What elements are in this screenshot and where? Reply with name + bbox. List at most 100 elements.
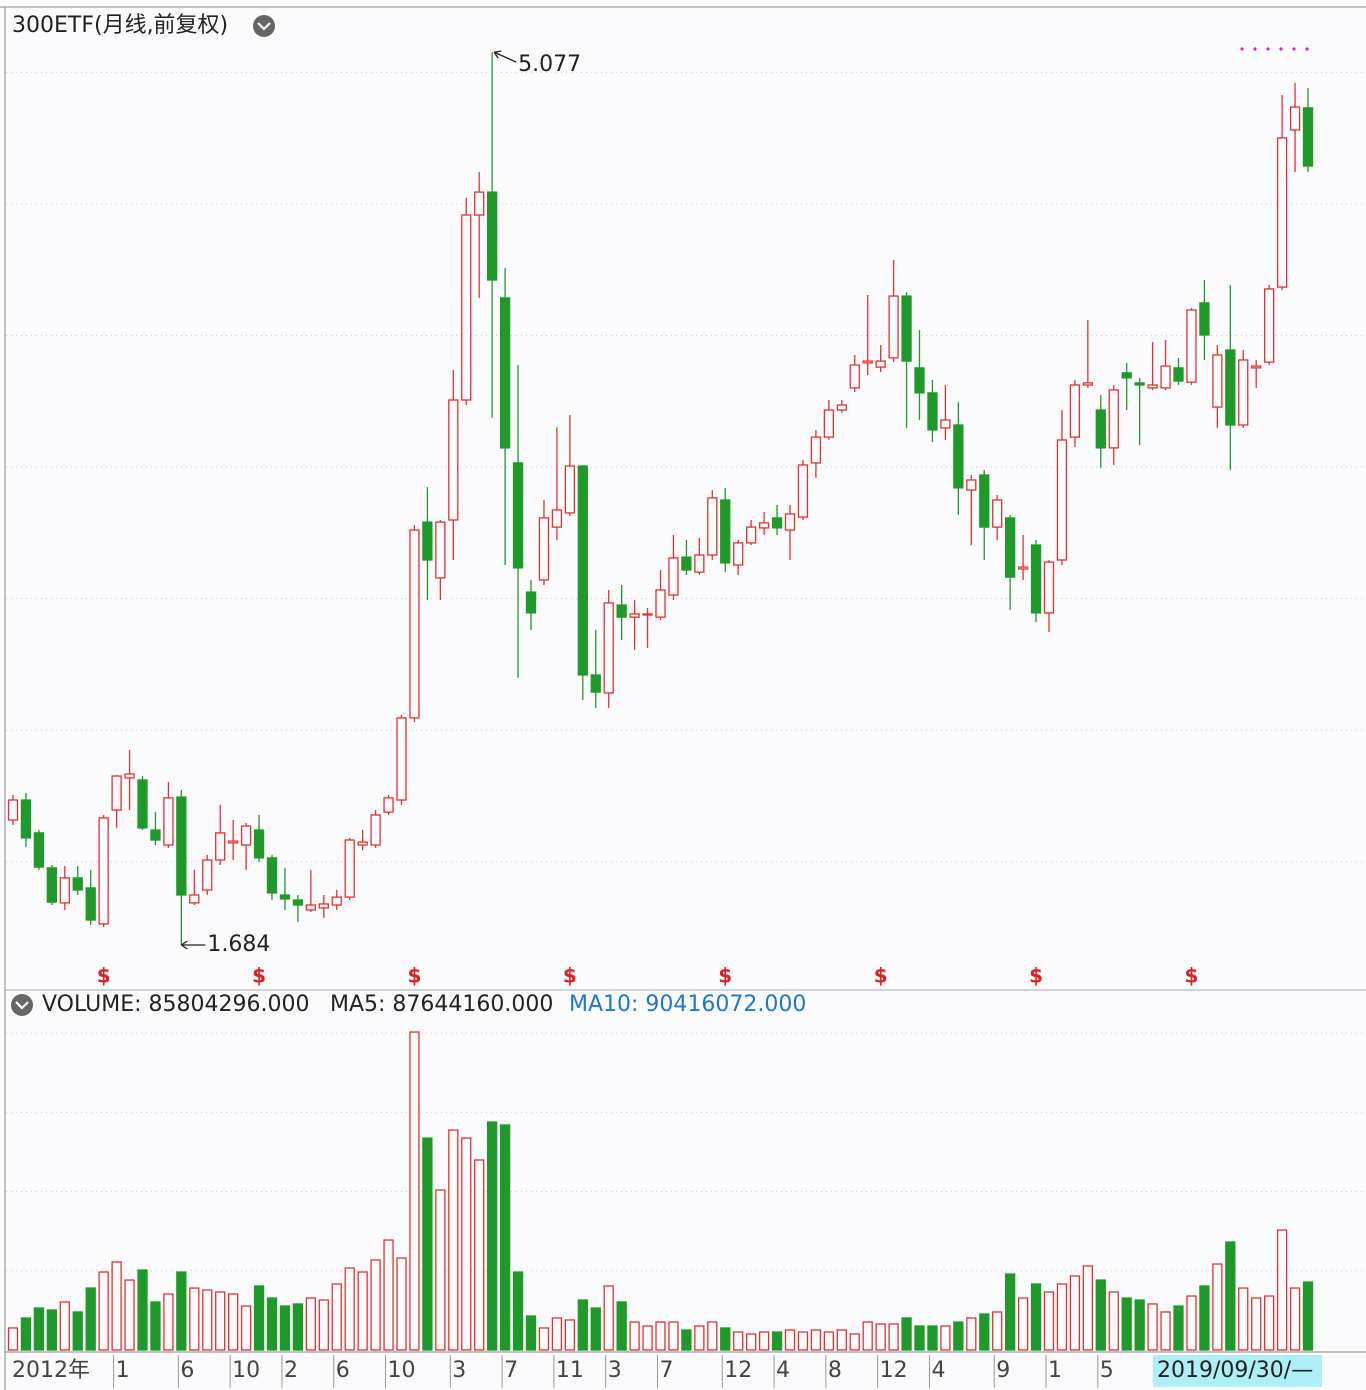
volume-bar xyxy=(1069,1275,1081,1351)
candle-body xyxy=(85,887,96,921)
volume-bar xyxy=(1238,1287,1249,1351)
candle-body xyxy=(318,903,329,909)
candle-body xyxy=(771,517,783,529)
volume-bar xyxy=(953,1321,964,1351)
volume-bar xyxy=(1134,1299,1145,1351)
dividend-marker: $ xyxy=(718,964,732,988)
x-tick-label: 10 xyxy=(232,1358,260,1383)
candle-body xyxy=(629,613,640,618)
candle-body xyxy=(1264,288,1275,363)
volume-bar xyxy=(525,1315,537,1351)
candle-body xyxy=(836,404,847,411)
candle-body xyxy=(862,360,873,364)
dividend-marker: $ xyxy=(874,964,888,988)
candle-body xyxy=(46,867,57,903)
volume-bar xyxy=(202,1289,213,1351)
candle-body xyxy=(953,424,964,489)
volume-bar xyxy=(409,1031,420,1351)
volume-bar xyxy=(370,1259,381,1351)
candle-body xyxy=(1095,409,1106,449)
volume-bar xyxy=(292,1303,304,1351)
candle-body xyxy=(1043,561,1055,614)
volume-bar xyxy=(111,1261,122,1351)
cursor-box xyxy=(1153,1355,1322,1387)
volume-bar xyxy=(940,1325,951,1351)
volume-bar xyxy=(720,1327,731,1351)
candle-body xyxy=(1251,365,1262,369)
volume-bar xyxy=(1095,1279,1106,1351)
volume-bar xyxy=(1289,1287,1301,1351)
volume-bar xyxy=(914,1325,925,1351)
x-tick-label: 8 xyxy=(828,1358,842,1383)
volume-bar xyxy=(1147,1303,1158,1351)
ma5-legend: MA5: 87644160.000 xyxy=(330,992,553,1017)
volume-bar xyxy=(20,1317,32,1351)
candle-body xyxy=(1289,106,1301,131)
volume-bar xyxy=(797,1331,809,1351)
volume-bar xyxy=(1264,1295,1275,1351)
candle-body xyxy=(1238,359,1249,426)
candle-body xyxy=(448,399,459,521)
candle-body xyxy=(784,513,796,531)
ma10-legend: MA10: 90416072.000 xyxy=(569,992,806,1017)
volume-bar xyxy=(253,1285,265,1351)
candle-body xyxy=(357,841,368,846)
extreme-label: 1.684 xyxy=(207,932,270,957)
dividend-marker: $ xyxy=(1184,964,1198,988)
volume-menu-icon[interactable] xyxy=(11,994,33,1016)
candle-body xyxy=(758,522,770,529)
candle-body xyxy=(849,364,860,389)
volume-bar xyxy=(862,1321,873,1351)
candle-body xyxy=(901,295,912,362)
candle-body xyxy=(189,894,200,904)
candle-body xyxy=(1005,517,1016,578)
title-menu-icon[interactable] xyxy=(253,15,275,37)
candle-body xyxy=(590,674,601,693)
volume-bar xyxy=(888,1323,899,1351)
x-tick-label: 4 xyxy=(931,1358,945,1383)
volume-bar xyxy=(227,1293,239,1351)
candle-body xyxy=(72,877,83,891)
candle-body xyxy=(409,529,420,719)
candle-body xyxy=(694,554,705,573)
more-indicator xyxy=(1240,47,1309,51)
candle-body xyxy=(344,839,355,898)
volume-bar xyxy=(435,1189,446,1351)
volume-bar xyxy=(1108,1291,1119,1351)
candle-body xyxy=(733,542,744,566)
x-tick-label: 7 xyxy=(504,1358,518,1383)
candle-body xyxy=(888,295,899,359)
candle-body xyxy=(655,589,666,618)
candle-body xyxy=(370,814,381,846)
extreme-label: 5.077 xyxy=(518,52,581,77)
volume-bar xyxy=(771,1331,783,1351)
volume-bar xyxy=(694,1325,705,1351)
volume-bar xyxy=(124,1279,135,1351)
candle-body xyxy=(98,817,109,925)
volume-bar xyxy=(1251,1297,1262,1351)
candle-body xyxy=(253,829,265,859)
volume-bar xyxy=(564,1319,575,1351)
candle-body xyxy=(176,796,187,896)
candle-body xyxy=(383,797,394,813)
x-tick-label: 11 xyxy=(556,1358,584,1383)
volume-bar xyxy=(176,1271,187,1351)
volume-bar xyxy=(810,1329,822,1351)
x-tick-label: 5 xyxy=(1100,1358,1114,1383)
volume-bar xyxy=(823,1331,834,1351)
x-tick-label: 2 xyxy=(284,1358,298,1383)
candle-body xyxy=(1212,354,1223,408)
volume-bar xyxy=(1199,1285,1210,1351)
candle-body xyxy=(681,556,692,571)
candle-body xyxy=(1173,367,1184,382)
extreme-marker xyxy=(493,50,517,63)
candle-body xyxy=(124,773,135,779)
candle-body xyxy=(1082,382,1093,386)
volume-bar xyxy=(668,1321,679,1351)
candle-body xyxy=(823,409,834,438)
dividend-marker: $ xyxy=(407,964,421,988)
volume-bar xyxy=(1173,1305,1184,1351)
candle-body xyxy=(435,521,446,579)
candle-body xyxy=(163,797,174,846)
